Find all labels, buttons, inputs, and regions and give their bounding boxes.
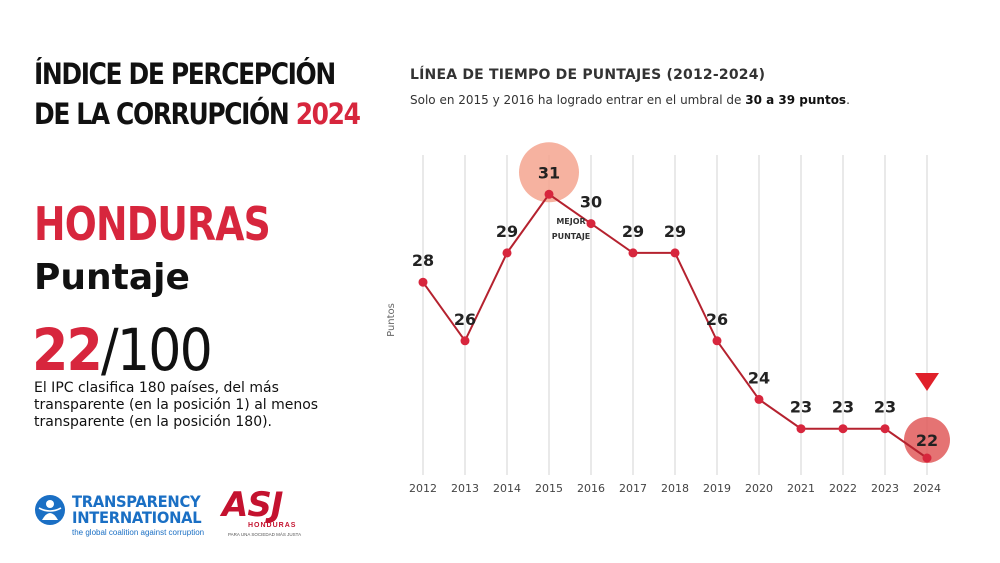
x-tick-label: 2013 — [451, 482, 479, 495]
data-label: 31 — [538, 163, 560, 182]
data-point — [880, 424, 890, 434]
x-tick-label: 2014 — [493, 482, 521, 495]
data-label: 23 — [790, 398, 812, 417]
down-triangle-icon — [915, 373, 939, 391]
data-label: 26 — [706, 310, 728, 329]
asj-name: ASJ — [222, 485, 283, 525]
data-point — [712, 336, 722, 346]
x-tick-label: 2017 — [619, 482, 647, 495]
data-point — [754, 394, 764, 404]
score-value: 22 — [32, 316, 103, 384]
x-tick-label: 2016 — [577, 482, 605, 495]
data-point — [796, 424, 806, 434]
data-point — [544, 189, 554, 199]
x-tick-label: 2022 — [829, 482, 857, 495]
title-line-1: ÍNDICE DE PERCEPCIÓN — [34, 57, 336, 91]
data-point — [628, 248, 638, 258]
score-total: /100 — [101, 316, 213, 384]
data-label: 22 — [916, 431, 938, 450]
data-label: 28 — [412, 251, 434, 270]
chart-subtitle: Solo en 2015 y 2016 ha logrado entrar en… — [410, 93, 850, 107]
chart-subtitle-prefix: Solo en 2015 y 2016 ha logrado entrar en… — [410, 93, 742, 107]
title-line-2: DE LA CORRUPCIÓN 2024 — [34, 94, 361, 134]
data-label: 30 — [580, 193, 602, 212]
x-tick-label: 2019 — [703, 482, 731, 495]
ti-globe-icon — [35, 495, 65, 525]
x-tick-label: 2021 — [787, 482, 815, 495]
ti-name-line-2: INTERNATIONAL — [72, 508, 202, 527]
score-label: Puntaje — [34, 257, 190, 298]
chart-subtitle-suffix: . — [846, 93, 850, 107]
asj-sub: HONDURAS — [248, 522, 297, 529]
best-annotation-line-1: MEJOR — [556, 217, 585, 226]
asj-tagline: PARA UNA SOCIEDAD MÁS JUSTA — [228, 532, 302, 537]
data-point — [502, 248, 512, 258]
ti-name: TRANSPARENCY INTERNATIONAL — [72, 492, 202, 527]
page-title: ÍNDICE DE PERCEPCIÓN DE LA CORRUPCIÓN 20… — [34, 54, 361, 134]
data-point — [460, 336, 470, 346]
asj-logo: ASJ HONDURAS PARA UNA SOCIEDAD MÁS JUSTA — [222, 486, 312, 542]
current-score-highlight — [904, 417, 950, 463]
transparency-international-logo: TRANSPARENCY INTERNATIONAL the global co… — [34, 494, 224, 540]
best-score-highlight — [519, 142, 579, 203]
data-point — [586, 219, 596, 229]
x-tick-label: 2023 — [871, 482, 899, 495]
x-tick-label: 2020 — [745, 482, 773, 495]
y-axis-label: Puntos — [386, 303, 397, 337]
chart-subtitle-bold: 30 a 39 puntos — [745, 93, 847, 107]
data-label: 29 — [496, 222, 518, 241]
x-tick-label: 2024 — [913, 482, 941, 495]
data-label: 26 — [454, 310, 476, 329]
data-label: 29 — [622, 222, 644, 241]
title-year: 2024 — [295, 97, 361, 131]
title-line-2-prefix: DE LA CORRUPCIÓN — [34, 97, 290, 131]
score-timeline-chart: 28 2012 26 2013 29 2014 31 2015 30 2016 29 2017 29 20… — [386, 142, 950, 495]
data-label: 29 — [664, 222, 686, 241]
ti-name-line-1: TRANSPARENCY — [72, 492, 201, 511]
x-tick-label: 2018 — [661, 482, 689, 495]
best-annotation-line-2: PUNTAJE — [552, 232, 591, 241]
x-tick-label: 2012 — [409, 482, 437, 495]
country-name: HONDURAS — [34, 197, 271, 251]
data-point — [670, 248, 680, 258]
data-label: 23 — [874, 398, 896, 417]
score-display: 22/100 — [32, 316, 213, 384]
data-point — [418, 277, 428, 287]
data-label: 24 — [748, 368, 770, 387]
chart-title: LÍNEA DE TIEMPO DE PUNTAJES (2012-2024) — [410, 67, 766, 83]
data-label: 23 — [832, 398, 854, 417]
x-tick-label: 2015 — [535, 482, 563, 495]
score-description: El IPC clasifica 180 países, del más tra… — [34, 380, 319, 430]
ti-tagline: the global coalition against corruption — [72, 528, 205, 537]
data-point — [838, 424, 848, 434]
data-point — [922, 453, 932, 463]
